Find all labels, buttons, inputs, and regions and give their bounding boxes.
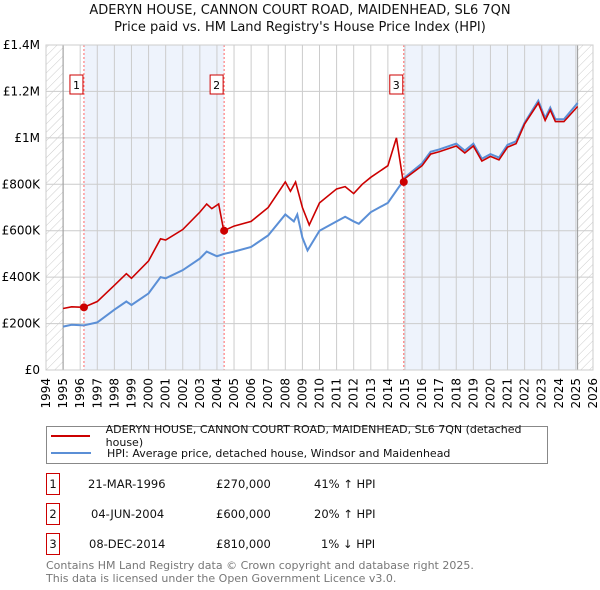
- x-tick-label: 2007: [261, 378, 275, 409]
- x-tick-label: 2010: [313, 378, 327, 409]
- x-tick-label: 2017: [432, 378, 446, 409]
- sale-label: 3: [393, 79, 400, 92]
- sale-point: [79, 303, 88, 312]
- x-tick-label: 1999: [124, 378, 138, 409]
- sale-label-box: [69, 74, 84, 95]
- legend-label: ADERYN HOUSE, CANNON COURT ROAD, MAIDENH…: [105, 423, 522, 449]
- sale-label-box: [209, 74, 224, 95]
- sale-date: 21-MAR-1996: [88, 477, 166, 491]
- y-tick-label: £1.4M: [3, 38, 40, 52]
- legend: ADERYN HOUSE, CANNON COURT ROAD, MAIDENH…: [46, 423, 548, 464]
- x-tick-label: 1998: [107, 378, 121, 409]
- x-tick-label: 2021: [501, 378, 515, 409]
- sale-hpi: 20% ↑ HPI: [314, 507, 376, 521]
- x-tick-label: 1994: [39, 378, 53, 409]
- sale-label: 1: [73, 79, 80, 92]
- y-tick-label: £1.2M: [3, 84, 40, 98]
- legend-item-property: ADERYN HOUSE, CANNON COURT ROAD, MAIDENH…: [51, 423, 547, 449]
- sale-price: £600,000: [216, 507, 271, 521]
- sale-hpi: 1% ↓ HPI: [321, 537, 376, 551]
- chart-subtitle: Price paid vs. HM Land Registry's House …: [114, 20, 486, 35]
- footer: Contains HM Land Registry data © Crown c…: [46, 559, 474, 585]
- sale-row: 3 08-DEC-2014 £810,000 1% ↓ HPI: [46, 533, 446, 555]
- hpi-line: [62, 98, 579, 328]
- x-tick-label: 2015: [398, 378, 412, 409]
- sale-point: [399, 177, 408, 186]
- x-tick-label: 2012: [347, 378, 361, 409]
- x-tick-label: 1996: [73, 378, 87, 409]
- sale-label-box: [389, 74, 404, 95]
- y-tick-label: £1M: [14, 131, 40, 145]
- legend-item-hpi: HPI: Average price, detached house, Wind…: [51, 445, 450, 461]
- hatch-region: [577, 45, 593, 370]
- x-tick-label: 2000: [142, 378, 156, 409]
- sale-row: 2 04-JUN-2004 £600,000 20% ↑ HPI: [46, 503, 446, 525]
- x-tick-label: 2018: [449, 378, 463, 409]
- legend-label: HPI: Average price, detached house, Wind…: [107, 446, 451, 460]
- sale-date: 08-DEC-2014: [89, 537, 166, 551]
- plot-border: [45, 44, 594, 371]
- sale-marker-label: 3: [46, 533, 60, 555]
- sale-date: 04-JUN-2004: [91, 507, 165, 521]
- x-tick-label: 2025: [569, 378, 583, 409]
- y-tick-label: £200K: [2, 317, 42, 331]
- price-paid-line: [62, 101, 579, 310]
- x-tick-label: 2004: [210, 378, 224, 409]
- x-tick-label: 2020: [483, 378, 497, 409]
- x-tick-label: 2003: [193, 378, 207, 409]
- x-tick-label: 2005: [227, 378, 241, 409]
- x-tick-label: 2019: [466, 378, 480, 409]
- x-tick-label: 1995: [56, 378, 70, 409]
- x-tick-label: 2009: [295, 378, 309, 409]
- sale-price: £810,000: [216, 537, 271, 551]
- x-tick-label: 2016: [415, 378, 429, 409]
- sale-marker-label: 2: [46, 503, 60, 525]
- x-tick-label: 2024: [552, 378, 566, 409]
- x-tick-label: 2001: [159, 378, 173, 409]
- x-tick-label: 2008: [278, 378, 292, 409]
- x-tick-label: 2011: [330, 378, 344, 409]
- sale-point: [220, 226, 229, 235]
- hatch-region: [46, 45, 64, 370]
- footer-license: This data is licensed under the Open Gov…: [46, 572, 397, 585]
- sale-price: £270,000: [216, 477, 271, 491]
- x-tick-label: 2002: [176, 378, 190, 409]
- y-tick-label: £400K: [2, 270, 42, 284]
- y-tick-label: £0: [25, 363, 40, 377]
- y-tick-label: £800K: [2, 177, 42, 191]
- chart-plot: 1994 1995 1996 1997 1998 1999 2000 2001 2002 2003…: [2, 38, 600, 409]
- chart-title: ADERYN HOUSE, CANNON COURT ROAD, MAIDENH…: [89, 3, 511, 18]
- footer-copyright: Contains HM Land Registry data © Crown c…: [46, 559, 474, 572]
- x-tick-label: 2023: [535, 378, 549, 409]
- x-tick-label: 2013: [364, 378, 378, 409]
- x-tick-label: 2026: [586, 378, 600, 409]
- sale-marker-label: 1: [46, 473, 60, 495]
- y-tick-label: £600K: [2, 224, 42, 238]
- sale-label: 2: [213, 79, 220, 92]
- x-tick-label: 2006: [244, 378, 258, 409]
- legend-swatch-blue: [51, 452, 91, 454]
- legend-swatch-red: [51, 435, 90, 437]
- x-tick-label: 2014: [381, 378, 395, 409]
- x-tick-label: 2022: [518, 378, 532, 409]
- sale-row: 1 21-MAR-1996 £270,000 41% ↑ HPI: [46, 473, 446, 495]
- sale-hpi: 41% ↑ HPI: [314, 477, 376, 491]
- x-tick-label: 1997: [90, 378, 104, 409]
